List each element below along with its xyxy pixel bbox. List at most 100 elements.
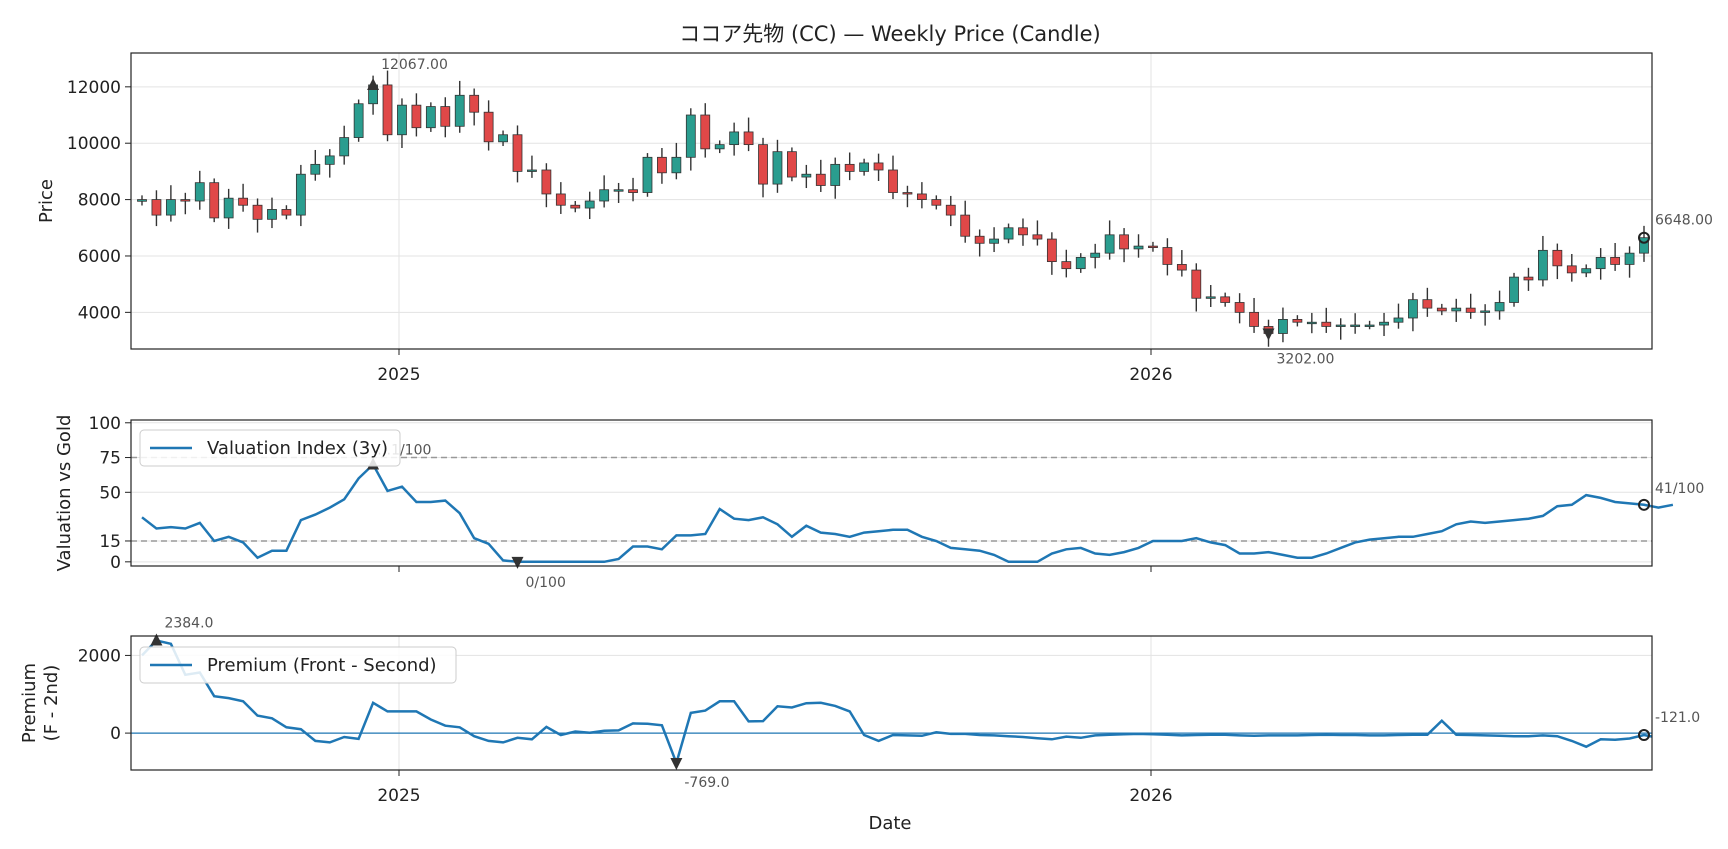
candle-body [1408,299,1418,319]
premium-low-label: -769.0 [684,775,729,791]
candle-body [1379,321,1389,326]
candle-body [1061,261,1072,270]
valuation-low-marker [511,556,524,569]
candle-body [440,106,451,127]
candle-body [916,193,927,200]
premium-last-marker [1638,729,1650,742]
price-ylabel: Price [36,179,57,223]
candle-body [382,84,393,136]
valuation-ytick-label: 50 [99,483,121,503]
candle-body [1292,318,1303,323]
candle-body [180,199,191,202]
candle-body [1249,311,1259,327]
candle-body [1321,321,1332,327]
candle-body [570,204,581,209]
candle-body [137,199,147,202]
candle-body [1335,324,1346,327]
candle-body [165,199,176,216]
premium-series-line [141,639,1652,767]
candle-body [628,189,638,193]
candle-body [1523,276,1534,281]
candle-body [700,114,711,150]
candle-body [729,131,740,146]
candle-body [1610,256,1621,265]
premium-panel-frame [130,635,1653,771]
premium-ylabel-line: (F - 2nd) [41,665,62,742]
candle-body [1494,302,1505,312]
candle-body [1581,268,1592,274]
premium-high-marker [150,633,163,646]
candle-body [483,111,494,143]
candle-body [1220,296,1231,303]
candle-body [1465,307,1476,313]
candle-body [1090,252,1101,258]
price-ytick-label: 4000 [78,303,121,323]
premium-xtick-label: 2025 [377,786,420,806]
valuation-legend-label: Valuation Index (3y) [207,438,388,459]
candle-body [1538,249,1548,281]
premium-ylabel: Premium(F - 2nd) [19,663,62,743]
candle-body [1046,238,1057,263]
candle-body [714,144,725,150]
candle-body [1509,276,1519,303]
chart-title: ココア先物 (CC) — Weekly Price (Candle) [679,22,1100,46]
valuation-ylabel: Valuation vs Gold [54,415,75,572]
premium-ylabel-line: Premium [19,663,40,743]
candle-body [931,199,942,206]
price-low-marker [1262,328,1275,341]
candle-body [1451,307,1462,312]
candle-body [1306,321,1317,325]
candle-body [267,209,277,220]
candle-body [584,200,595,209]
candle-body [599,189,610,202]
candle-body [512,134,523,172]
candle-body [1624,252,1635,265]
candle-body [772,151,783,185]
premium-ytick-label: 2000 [78,646,121,666]
price-ytick-label: 12000 [67,78,121,98]
candle-body [1205,296,1216,299]
valuation-series-line [141,462,1674,564]
valuation-ytick-label: 75 [99,449,121,469]
candle-body [945,204,956,216]
candle-body [815,173,826,186]
candle-body [1480,310,1491,313]
candle-body [657,156,667,174]
candle-body [541,169,552,195]
candle-body [801,173,812,178]
price-xtick-label: 2025 [377,365,420,385]
valuation-last-label: 41/100 [1655,481,1704,497]
candle-body [555,193,566,206]
candle-body [281,209,292,216]
premium-xtick-label: 2026 [1129,786,1172,806]
candle-body [527,169,537,172]
candle-body [194,182,205,202]
price-last-marker [1638,231,1650,244]
candle-body [252,204,263,220]
valuation-ytick-label: 15 [99,532,121,552]
valuation-low-label: 0/100 [526,575,566,591]
candle-body [1003,227,1014,240]
valuation-legend-box [139,429,401,467]
candle-body [1234,302,1245,313]
candle-body [787,151,797,178]
candle-body [1422,299,1433,309]
candle-body [960,214,971,237]
candle-body [613,189,624,192]
candle-body [324,155,335,165]
premium-legend-label: Premium (Front - Second) [207,655,437,676]
valuation-last-marker [1638,498,1650,511]
candle-body [1436,307,1447,312]
candle-body [974,235,985,244]
candle-body [1104,234,1115,254]
price-xtick-label: 2026 [1129,365,1172,385]
candle-body [844,163,855,172]
candle-body [671,156,682,174]
candle-body [1278,318,1288,334]
candle-body [1595,256,1606,270]
candle-body [209,182,220,219]
candle-body [859,162,870,172]
candle-body [888,169,898,193]
price-ytick-label: 10000 [67,134,121,154]
